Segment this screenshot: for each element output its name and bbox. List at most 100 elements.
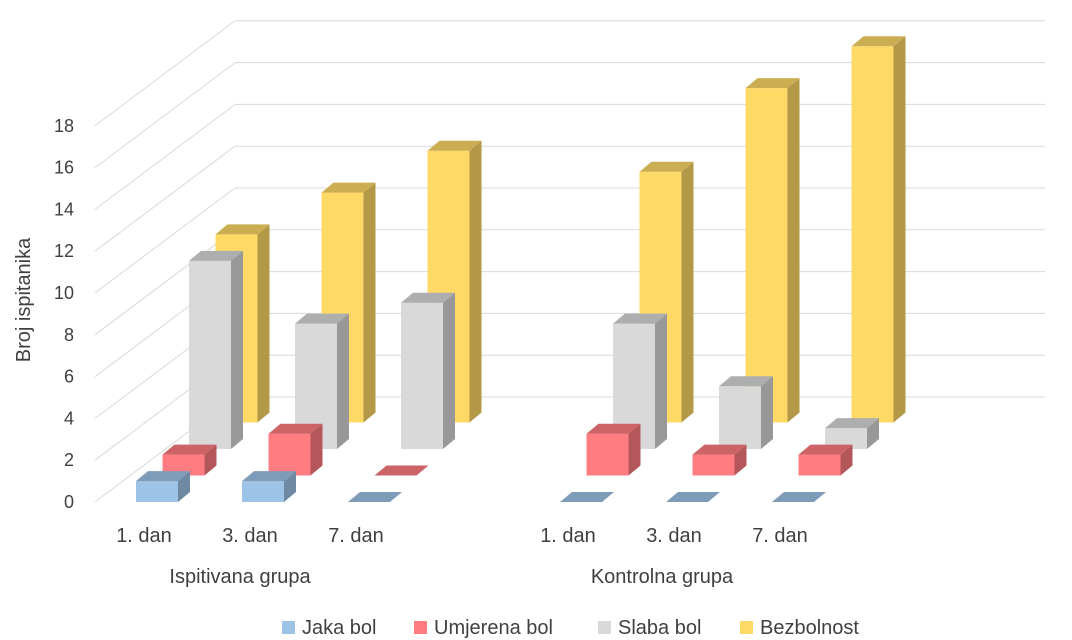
y-tick-label: 18 <box>54 116 74 136</box>
gridline-slant <box>94 145 236 252</box>
y-tick-label: 4 <box>64 408 74 428</box>
bar-front <box>189 260 231 449</box>
bar-front <box>242 481 284 502</box>
bar-top <box>851 36 906 47</box>
bar-top <box>136 471 190 482</box>
bar <box>401 292 455 449</box>
bar-front <box>851 46 894 423</box>
legend-item: Jaka bol <box>282 617 377 639</box>
bar-top <box>189 250 243 261</box>
bar-side <box>443 292 455 449</box>
bar <box>242 471 296 502</box>
bar-front <box>268 433 311 476</box>
bar-top <box>692 444 747 455</box>
bar-side <box>893 36 906 423</box>
legend-swatch <box>414 621 427 634</box>
y-tick-label: 14 <box>54 199 74 219</box>
group-label: Ispitivana grupa <box>169 566 311 588</box>
y-tick-label: 10 <box>54 283 74 303</box>
bar-top <box>719 376 773 387</box>
category-label: 1. dan <box>116 525 172 547</box>
bar-top <box>427 140 482 151</box>
bar-side <box>231 250 243 449</box>
bar-top <box>772 492 826 502</box>
y-tick-label: 2 <box>64 450 74 470</box>
bar-side <box>284 471 296 502</box>
legend-swatch <box>598 621 611 634</box>
bar <box>825 418 879 449</box>
bar-side <box>363 182 376 423</box>
bar-top <box>745 78 800 89</box>
bar <box>189 250 243 449</box>
bar <box>666 492 720 502</box>
y-tick-labels: 0 2 4 6 8 10 12 14 16 18 <box>54 116 74 512</box>
bar <box>719 376 773 449</box>
bar-side <box>204 444 217 476</box>
group-label: Kontrolna grupa <box>591 566 734 588</box>
bar-side <box>178 471 190 502</box>
bar-top <box>162 444 217 455</box>
x-tick-labels: 1. dan 3. dan 7. dan Ispitivana grupa 1. dan… <box>116 525 808 588</box>
gridline-slant <box>94 229 236 336</box>
bar <box>374 465 429 476</box>
bar-top <box>666 492 720 502</box>
legend: Jaka bol Umjerena bol Slaba bol Bezbolnost <box>282 617 859 639</box>
bar-side <box>867 418 879 449</box>
bars <box>136 36 906 502</box>
bar-top <box>586 423 641 434</box>
bar-top <box>825 418 879 429</box>
bar <box>586 423 641 476</box>
bar-top <box>295 313 349 324</box>
category-label: 1. dan <box>540 525 596 547</box>
legend-label: Umjerena bol <box>434 617 553 639</box>
bar-side <box>761 376 773 449</box>
bar-top <box>374 465 429 476</box>
gridline-slant <box>94 20 236 127</box>
gridline-slant <box>94 104 236 210</box>
bar-side <box>469 140 482 423</box>
bar <box>851 36 906 423</box>
bar-front <box>719 386 761 449</box>
bar <box>162 444 217 476</box>
bar-top <box>321 182 376 193</box>
bar-side <box>655 313 667 449</box>
bar-top <box>268 423 323 434</box>
bar <box>268 423 323 476</box>
category-label: 7. dan <box>328 525 384 547</box>
gridline-slant <box>94 62 236 169</box>
bar <box>745 78 800 423</box>
bar-front <box>798 454 841 476</box>
bar-top <box>215 224 270 235</box>
legend-label: Jaka bol <box>302 617 377 639</box>
y-axis-title: Broj ispitanika <box>13 237 35 362</box>
bar <box>692 444 747 476</box>
bar-top <box>560 492 614 502</box>
legend-item: Bezbolnost <box>740 617 859 639</box>
category-label: 3. dan <box>646 525 702 547</box>
y-tick-label: 12 <box>54 241 74 261</box>
bar-side <box>257 224 270 423</box>
y-tick-label: 8 <box>64 325 74 345</box>
category-label: 3. dan <box>222 525 278 547</box>
bar-front <box>136 481 178 502</box>
bar-top <box>639 161 694 172</box>
bar-front <box>401 302 443 449</box>
bar <box>772 492 826 502</box>
y-tick-label: 0 <box>64 492 74 512</box>
bar-side <box>628 423 641 476</box>
bar <box>560 492 614 502</box>
legend-label: Bezbolnost <box>760 617 859 639</box>
category-label: 7. dan <box>752 525 808 547</box>
legend-swatch <box>740 621 753 634</box>
bar-top <box>242 471 296 482</box>
bar-side <box>734 444 747 476</box>
legend-label: Slaba bol <box>618 617 701 639</box>
bar <box>136 471 190 502</box>
bar-front <box>586 433 629 476</box>
bar-front <box>692 454 735 476</box>
bar-side <box>681 161 694 423</box>
bar <box>348 492 402 502</box>
bar-side <box>310 423 323 476</box>
